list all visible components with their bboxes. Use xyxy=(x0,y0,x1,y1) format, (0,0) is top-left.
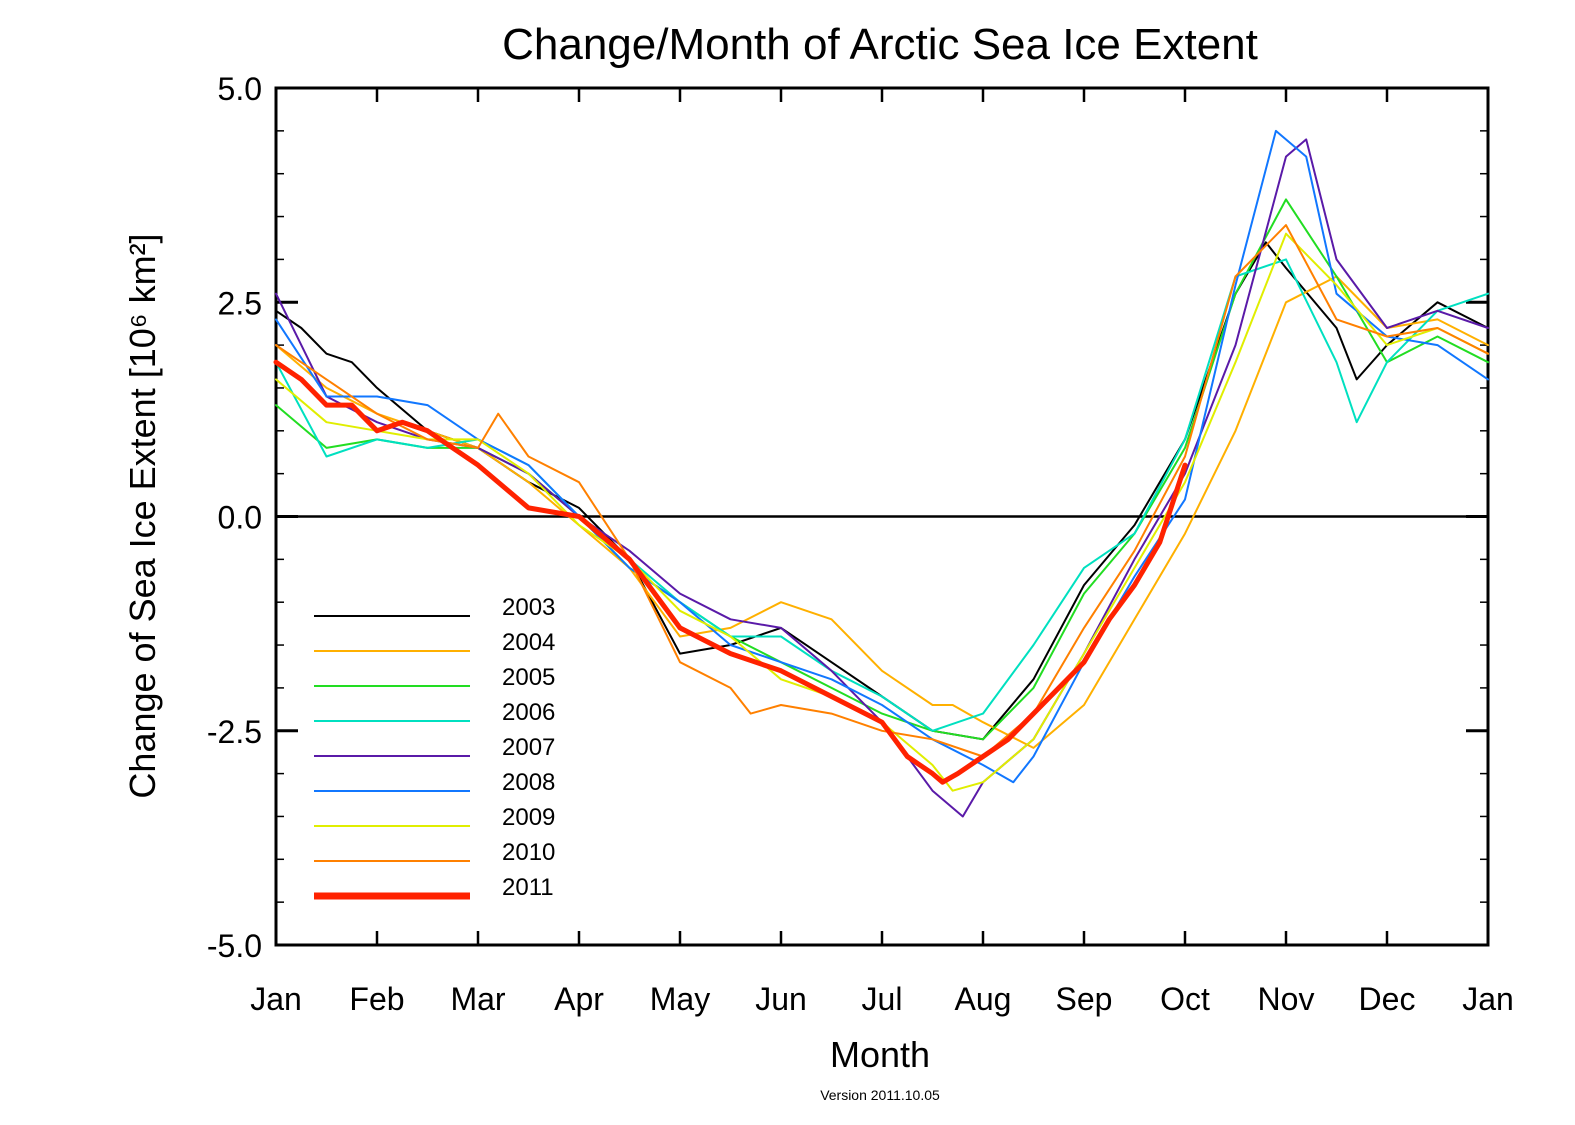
series-line-2010 xyxy=(275,224,1489,758)
legend: 2003 2004 2005 2006 2007 2008 2009 2010 2011 xyxy=(314,594,555,901)
series-line-2007 xyxy=(275,138,1489,818)
x-tick-label: Aug xyxy=(955,981,1012,1017)
series-line-2009 xyxy=(275,232,1489,792)
y-tick-label: 5.0 xyxy=(218,71,262,107)
x-tick-label: Sep xyxy=(1056,981,1113,1017)
x-tick-labels: Jan Feb Mar Apr May Jun Jul Aug Sep Oct Nov Dec Jan xyxy=(250,981,1514,1017)
chart-title: Change/Month of Arctic Sea Ice Extent xyxy=(502,20,1258,69)
x-tick-label: Apr xyxy=(554,981,604,1017)
y-tick-label: -5.0 xyxy=(207,928,262,964)
x-axis-label: Month xyxy=(830,1034,930,1075)
x-tick-label: Oct xyxy=(1160,981,1210,1017)
y-tick-labels: 5.0 2.5 0.0 -2.5 -5.0 xyxy=(207,71,262,964)
x-tick-label: Dec xyxy=(1359,981,1416,1017)
legend-label-2004: 2004 xyxy=(502,629,555,656)
legend-label-2010: 2010 xyxy=(502,839,555,866)
legend-label-2007: 2007 xyxy=(502,734,555,761)
x-tick-label: Jan xyxy=(1462,981,1514,1017)
legend-label-2011: 2011 xyxy=(502,874,554,901)
x-tick-label: May xyxy=(650,981,710,1017)
x-tick-label: Jan xyxy=(250,981,302,1017)
x-tick-label: Jul xyxy=(862,981,903,1017)
y-tick-label: 0.0 xyxy=(218,500,262,536)
series-line-2005 xyxy=(275,198,1489,741)
series-line-2004 xyxy=(275,275,1489,749)
legend-label-2006: 2006 xyxy=(502,699,555,726)
series-line-2011 xyxy=(273,359,1188,785)
y-axis-label: Change of Sea Ice Extent [10⁶ km²] xyxy=(122,233,163,798)
y-tick-label: 2.5 xyxy=(218,285,262,321)
legend-label-2009: 2009 xyxy=(502,804,555,831)
x-tick-label: Jun xyxy=(755,981,807,1017)
legend-label-2003: 2003 xyxy=(502,594,555,621)
x-tick-label: Nov xyxy=(1258,981,1315,1017)
legend-label-2008: 2008 xyxy=(502,769,555,796)
version-footnote: Version 2011.10.05 xyxy=(820,1087,940,1103)
legend-label-2005: 2005 xyxy=(502,664,555,691)
series-lines xyxy=(273,129,1489,818)
x-tick-label: Mar xyxy=(450,981,505,1017)
series-line-2006 xyxy=(275,258,1489,732)
y-tick-label: -2.5 xyxy=(207,714,262,750)
series-line-2003 xyxy=(275,241,1489,741)
x-tick-label: Feb xyxy=(349,981,404,1017)
